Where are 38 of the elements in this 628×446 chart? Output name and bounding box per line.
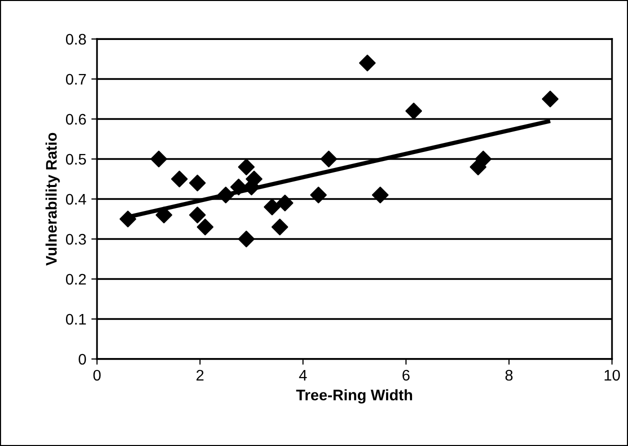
x-axis-title: Tree-Ring Width bbox=[296, 389, 412, 404]
point bbox=[320, 150, 338, 168]
point bbox=[238, 230, 255, 248]
point bbox=[264, 198, 280, 216]
point bbox=[196, 218, 214, 236]
point bbox=[230, 178, 247, 196]
x-tick-label: 2 bbox=[196, 370, 204, 380]
y-tick-label: 0.5 bbox=[66, 154, 86, 165]
x-tick-label: 4 bbox=[299, 370, 307, 380]
y-tick-label: 0.1 bbox=[66, 314, 86, 325]
point bbox=[359, 54, 376, 72]
point bbox=[171, 170, 188, 188]
y-tick-label: 0.2 bbox=[66, 274, 86, 285]
point bbox=[372, 186, 389, 204]
point bbox=[150, 150, 168, 168]
x-tick-label: 8 bbox=[505, 370, 513, 381]
y-tick-label: 0.7 bbox=[66, 74, 86, 85]
point bbox=[276, 194, 294, 212]
x-tick-label: 10 bbox=[604, 370, 620, 381]
point bbox=[310, 186, 327, 204]
x-tick-label: 0 bbox=[93, 370, 101, 381]
y-tick-label: 0.4 bbox=[66, 194, 86, 205]
y-tick-label: 0 bbox=[78, 354, 86, 365]
point bbox=[156, 206, 172, 224]
point bbox=[189, 174, 206, 192]
point bbox=[120, 210, 136, 228]
point bbox=[272, 218, 288, 236]
point bbox=[474, 150, 492, 168]
point bbox=[189, 206, 206, 224]
point bbox=[542, 90, 558, 108]
point bbox=[217, 186, 234, 204]
x-tick-label: 6 bbox=[402, 370, 410, 381]
y-axis-title: Vulnerability Ratio bbox=[46, 132, 60, 266]
y-tick-label: 0.6 bbox=[66, 114, 86, 125]
y-tick-label: 0.8 bbox=[66, 34, 86, 45]
y-tick-label: 0.3 bbox=[66, 234, 86, 245]
point bbox=[405, 102, 422, 120]
point bbox=[238, 158, 255, 176]
